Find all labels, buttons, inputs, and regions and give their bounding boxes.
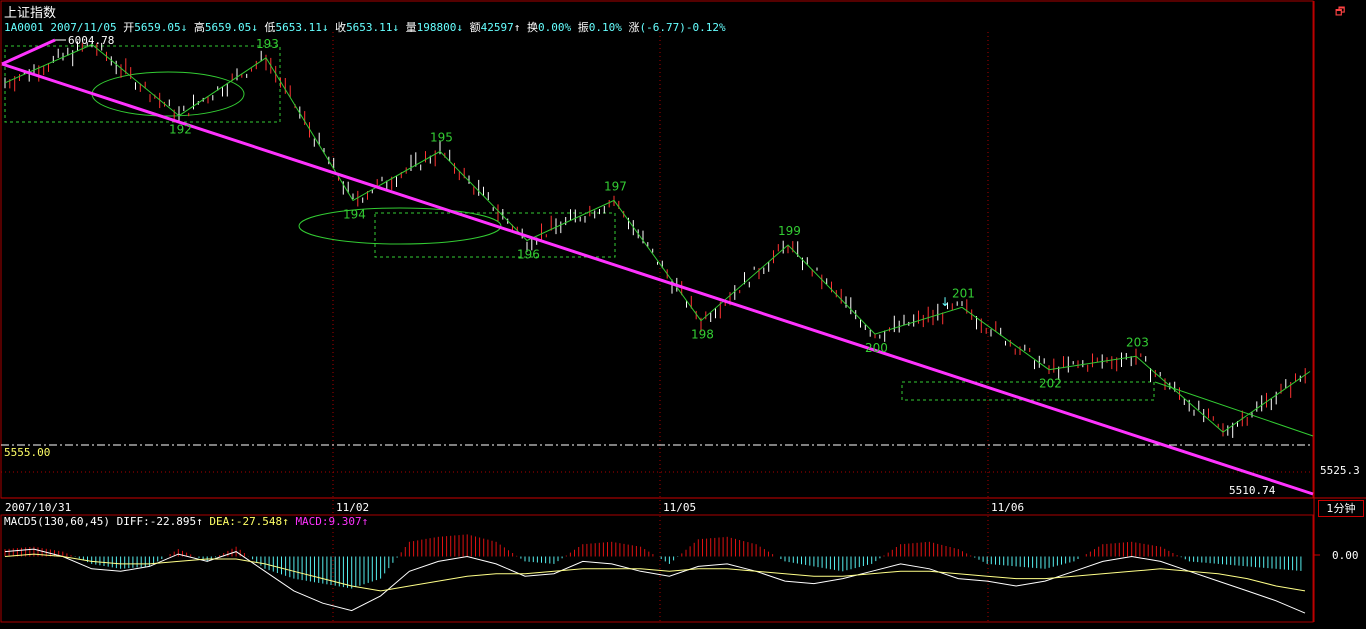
volume-value: 198800 <box>416 21 457 34</box>
x-tick: 11/02 <box>336 501 369 514</box>
x-tick: 11/06 <box>991 501 1024 514</box>
low-value: 5653.11 <box>275 21 322 34</box>
change-label: 涨 <box>628 21 640 34</box>
up-arrow-icon: ↑ <box>196 515 203 528</box>
trendline-start <box>1 38 56 66</box>
wave-label: 195 <box>430 130 453 144</box>
range-box <box>374 212 616 258</box>
volume-label: 量 <box>405 21 417 34</box>
stock-code: 1A0001 <box>4 21 44 34</box>
price-panel-frame <box>0 0 1314 499</box>
close-value: 5653.11 <box>346 21 393 34</box>
wave-label: 194 <box>343 207 366 221</box>
down-arrow-icon: ↓ <box>251 21 258 34</box>
wave-label: 197 <box>604 179 627 193</box>
open-label: 开 <box>123 21 135 34</box>
quote-info-bar: 1A0001 2007/11/05 开5659.05↓ 高5659.05↓ 低5… <box>4 19 726 35</box>
up-arrow-icon: ↑ <box>513 21 521 34</box>
open-value: 5659.05 <box>134 21 181 34</box>
wave-label: 192 <box>169 123 192 137</box>
amount-label: 额 <box>469 21 481 34</box>
main-trendline <box>1 62 1314 496</box>
quote-date: 2007/11/05 <box>50 21 117 34</box>
amplitude-label: 振 <box>577 21 589 34</box>
period-button[interactable]: 1分钟 <box>1318 500 1364 517</box>
wave-label: 200 <box>865 341 888 355</box>
wave-label: 201 <box>952 286 975 300</box>
wave-label: 198 <box>691 328 714 342</box>
range-box <box>901 381 1155 401</box>
macd-indicator-bar: MACD5(130,60,45) DIFF:-22.895↑ DEA:-27.5… <box>4 515 368 528</box>
upper-channel-line <box>1154 381 1314 437</box>
wave-label: 193 <box>256 37 279 51</box>
x-tick: 11/05 <box>663 501 696 514</box>
elliott-wave-line <box>4 43 1311 433</box>
macd-zero-tick: 0.00 <box>1332 549 1359 562</box>
high-price-label: 6004.78 <box>68 34 114 47</box>
x-tick: 2007/10/31 <box>5 501 71 514</box>
up-arrow-icon: ↑ <box>282 515 289 528</box>
high-label: 高 <box>193 21 205 34</box>
turnover-label: 换 <box>527 21 539 34</box>
down-arrow-icon: ↓ <box>456 21 464 34</box>
amplitude-value: 0.10% <box>588 21 622 34</box>
macd-indicator-name[interactable]: MACD5(130,60,45) <box>4 515 110 528</box>
down-arrow-icon: ↓ <box>321 21 329 34</box>
macd-panel-frame <box>0 514 1314 623</box>
low-price-label: 5510.74 <box>1229 484 1276 497</box>
wave-label: 196 <box>517 248 540 262</box>
pattern-ellipse <box>298 207 502 245</box>
signal-arrow-icon: ↓ <box>940 295 950 309</box>
change-value: (-6.77)-0.12% <box>639 21 726 34</box>
turnover-value: 0.00% <box>538 21 572 34</box>
amount-value: 42597 <box>480 21 514 34</box>
high-value: 5659.05 <box>204 21 252 34</box>
macd-value: MACD:9.307 <box>295 515 362 528</box>
dea-value: DEA:-27.548 <box>209 515 283 528</box>
diff-value: DIFF:-22.895 <box>116 515 197 528</box>
low-label: 低 <box>264 21 276 34</box>
down-arrow-icon: ↓ <box>392 21 400 34</box>
wave-label: 203 <box>1126 335 1149 349</box>
wave-label: 199 <box>778 224 801 238</box>
down-arrow-icon: ↓ <box>180 21 188 34</box>
restore-icon[interactable]: 🗗 <box>1335 5 1346 18</box>
macd-histogram <box>4 534 1302 589</box>
wave-label: 202 <box>1039 377 1062 391</box>
price-bars <box>4 41 1306 438</box>
dea-line <box>4 553 1306 592</box>
wave-labels: 192 193 194 195 196 197 198 199 200 201 202 203 <box>169 37 1149 391</box>
last-price-label: 5525.3 <box>1320 464 1360 477</box>
window-title: 上证指数 <box>4 6 57 21</box>
up-arrow-icon: ↑ <box>361 515 369 528</box>
close-label: 收 <box>335 21 347 34</box>
reference-price-label: 5555.00 <box>4 446 50 459</box>
diff-line <box>4 548 1306 614</box>
pattern-ellipse <box>91 71 245 117</box>
